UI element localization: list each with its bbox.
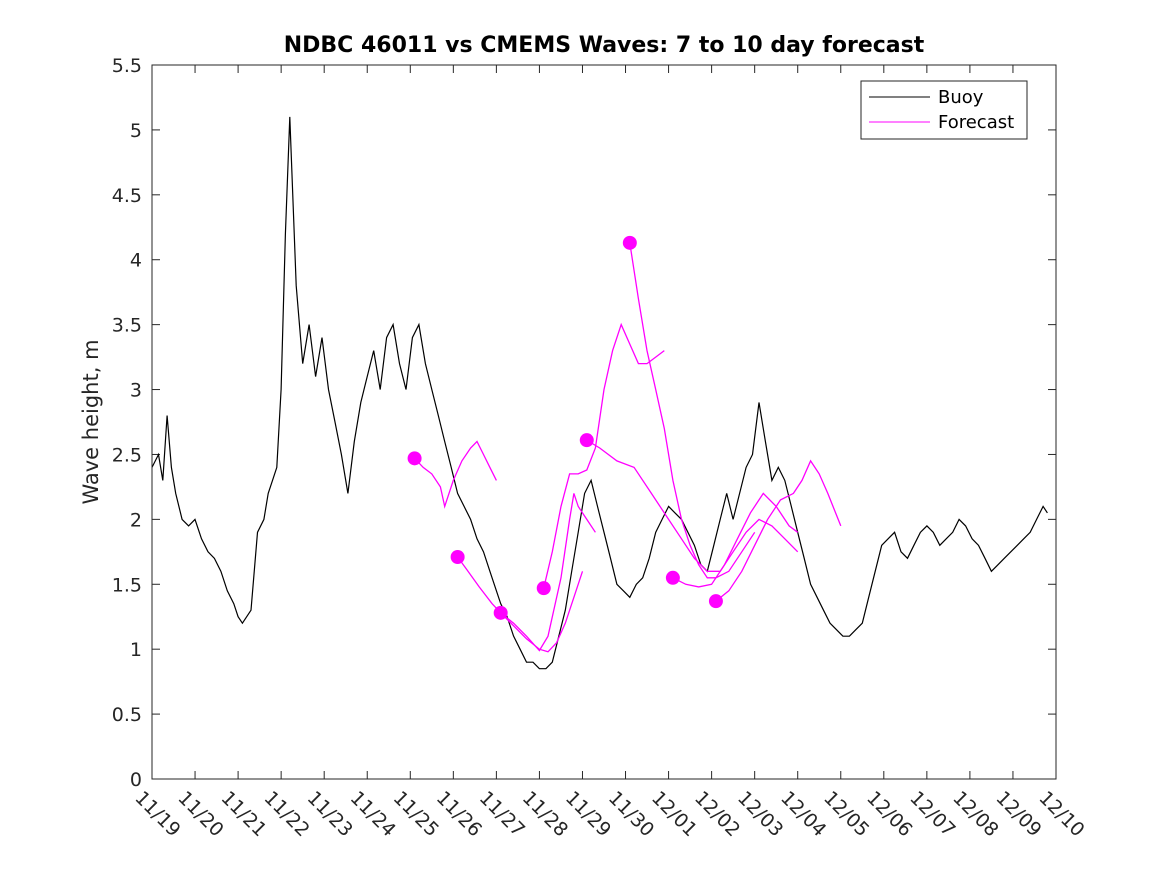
legend-forecast-label: Forecast: [938, 112, 1014, 133]
x-tick-label: 12/02: [690, 787, 744, 841]
legend-box: [860, 80, 1028, 140]
forecast-run-line-4: [543, 322, 665, 589]
y-tick-label: 1: [130, 639, 142, 661]
chart-title: NDBC 46011 vs CMEMS Waves: 7 to 10 day f…: [284, 33, 925, 58]
plot-area: [152, 65, 1056, 779]
forecast-start-marker-7: [665, 570, 680, 585]
forecast-start-marker-1: [407, 451, 422, 466]
x-tick-label: 11/19: [130, 787, 184, 841]
x-tick-label: 12/06: [862, 787, 916, 841]
y-tick-label: 4.5: [112, 185, 142, 207]
series-layer: [151, 116, 1048, 670]
x-tick-label: 11/20: [174, 787, 228, 841]
y-axis-label: Wave height, m: [79, 339, 103, 504]
x-tick-label: 11/26: [432, 787, 486, 841]
forecast-run-line-1: [414, 440, 497, 509]
x-tick-label: 12/08: [948, 787, 1002, 841]
y-tick-label: 5: [130, 120, 142, 142]
x-tick-label: 11/30: [604, 787, 658, 841]
y-axis-ticks: 0 0.5 1 1.5 2 2.5 3 3.5 4 4.5 5 5.5: [112, 55, 1056, 791]
y-tick-label: 2: [130, 509, 142, 531]
forecast-run-line-7: [672, 492, 799, 588]
legend: Buoy Forecast: [860, 80, 1028, 140]
forecast-run-line-2: [457, 556, 584, 653]
plot-frame: [151, 64, 1057, 780]
x-tick-label: 11/24: [346, 787, 400, 841]
x-tick-label: 12/04: [776, 787, 830, 841]
y-tick-label: 4: [130, 250, 142, 272]
x-tick-label: 11/22: [260, 787, 314, 841]
legend-buoy-label: Buoy: [938, 87, 984, 108]
x-tick-label: 11/23: [303, 787, 357, 841]
forecast-start-marker-6: [622, 235, 637, 250]
x-tick-label: 11/21: [217, 787, 271, 841]
y-tick-label: 3: [130, 380, 142, 402]
forecast-run-line-6: [629, 242, 756, 579]
buoy-series-line: [151, 116, 1048, 670]
y-tick-label: 0.5: [112, 704, 142, 726]
forecast-start-marker-4: [536, 581, 551, 596]
forecast-run-line-8: [715, 459, 842, 602]
y-tick-label: 5.5: [112, 55, 142, 77]
x-tick-label: 11/25: [389, 787, 443, 841]
forecast-start-marker-3: [493, 605, 508, 620]
forecast-start-marker-2: [450, 550, 465, 565]
y-tick-label: 3.5: [112, 315, 142, 337]
x-tick-label: 12/07: [905, 787, 959, 841]
y-tick-label: 1.5: [112, 574, 142, 596]
forecast-run-line-3: [500, 493, 596, 652]
x-tick-label: 12/01: [647, 787, 701, 841]
y-tick-label: 0: [130, 769, 142, 791]
forecast-start-marker-5: [579, 433, 594, 448]
x-tick-label: 11/29: [561, 787, 615, 841]
x-tick-label: 12/10: [1034, 787, 1088, 841]
x-tick-label: 11/28: [518, 787, 572, 841]
y-tick-label: 2.5: [112, 444, 142, 466]
forecast-start-marker-8: [708, 594, 723, 609]
x-tick-label: 12/03: [733, 787, 787, 841]
x-tick-label: 12/09: [991, 787, 1045, 841]
x-tick-label: 11/27: [475, 787, 529, 841]
x-tick-label: 12/05: [819, 787, 873, 841]
